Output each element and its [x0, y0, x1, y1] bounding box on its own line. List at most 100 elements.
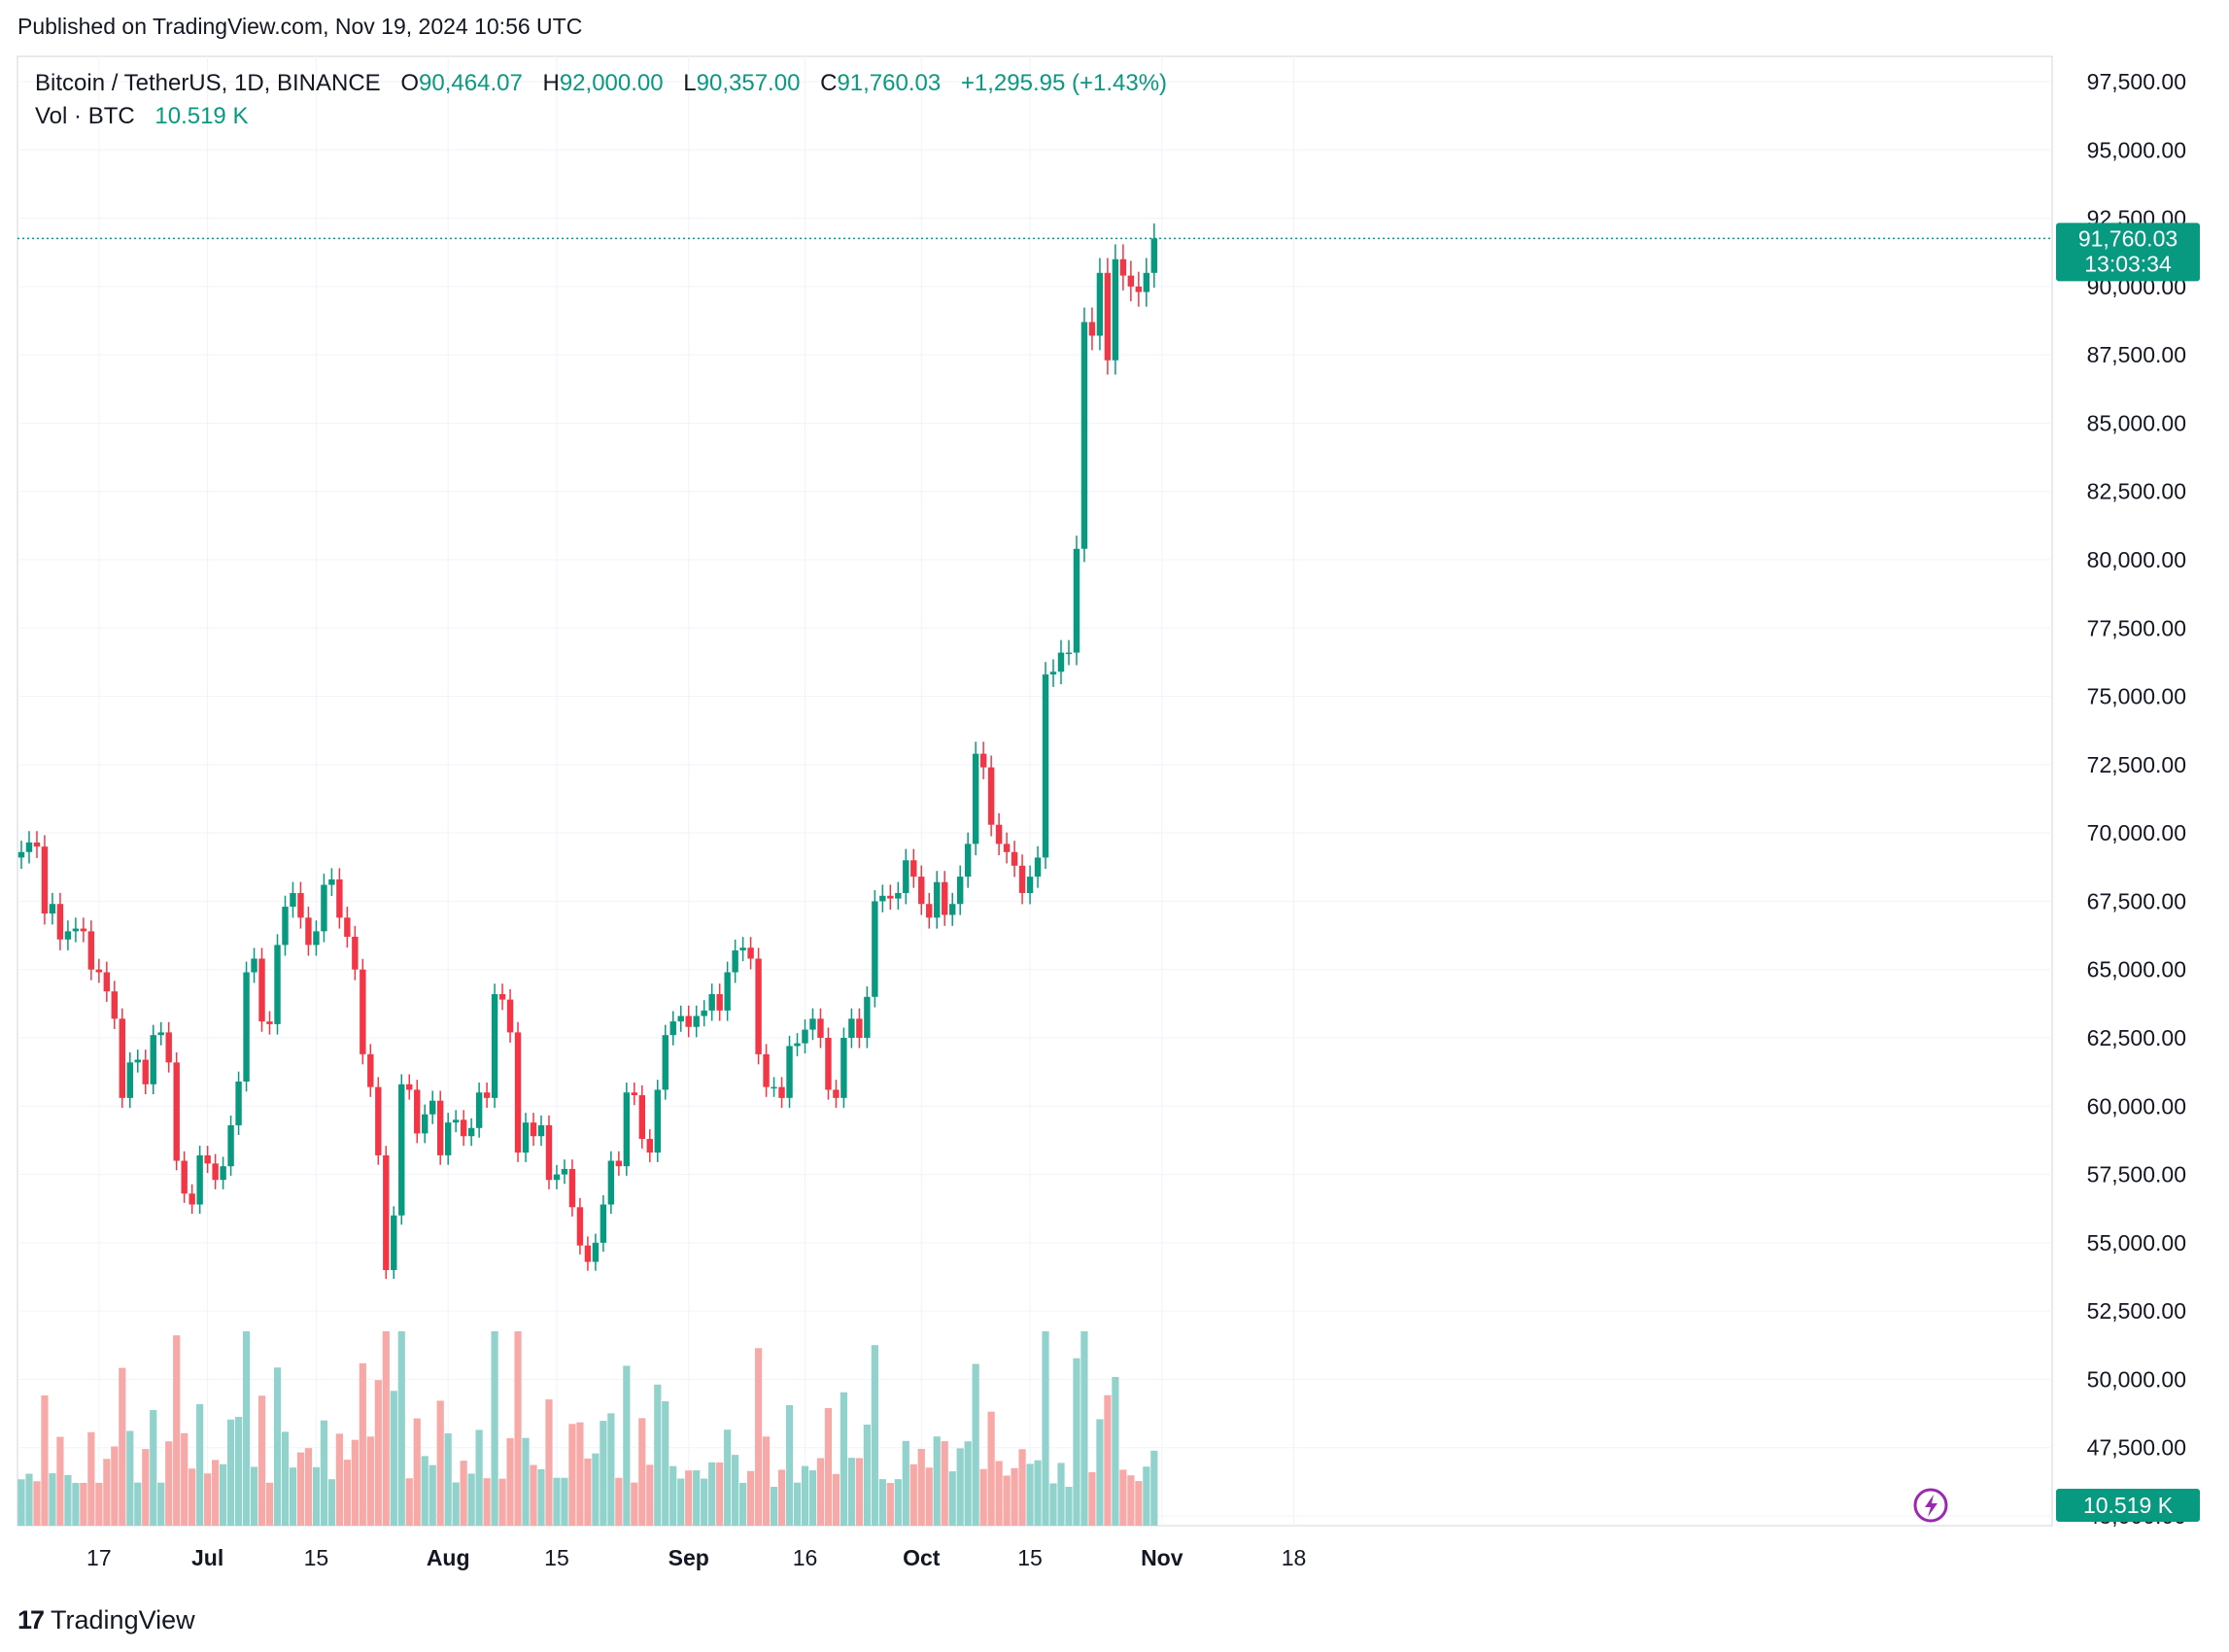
- candle-body: [817, 1018, 824, 1038]
- volume-bar: [72, 1482, 80, 1526]
- volume-bar: [142, 1449, 150, 1526]
- candle-body: [1104, 272, 1112, 361]
- candle-body: [196, 1154, 203, 1205]
- candle-body: [934, 881, 941, 918]
- volume-bar: [584, 1458, 592, 1526]
- candle-body: [755, 958, 762, 1054]
- volume-bar: [95, 1482, 103, 1526]
- candle-body: [794, 1043, 801, 1047]
- candle-body: [576, 1207, 584, 1246]
- volume-badge: [2056, 1489, 2200, 1522]
- volume-bar: [421, 1456, 429, 1526]
- candle-body: [887, 895, 894, 899]
- volume-bar: [840, 1392, 848, 1526]
- symbol-title[interactable]: Bitcoin / TetherUS, 1D, BINANCE: [35, 70, 381, 96]
- volume-bar: [212, 1460, 220, 1526]
- candle-body: [809, 1018, 816, 1030]
- volume-bar: [1104, 1394, 1112, 1526]
- volume-bar: [265, 1482, 274, 1526]
- y-tick-label: 85,000.00: [2087, 410, 2186, 435]
- volume-bar: [491, 1331, 498, 1526]
- volume-bar: [553, 1477, 561, 1526]
- candle-body: [360, 969, 366, 1054]
- volume-bar: [972, 1363, 979, 1526]
- volume-bar: [374, 1380, 382, 1526]
- candle-body: [251, 958, 257, 973]
- volume-bar: [1088, 1471, 1096, 1526]
- volume-bars: [17, 1331, 1158, 1526]
- volume-bar: [87, 1431, 95, 1526]
- candle-body: [693, 1015, 700, 1027]
- high-label: H: [542, 70, 560, 96]
- volume-bar: [312, 1466, 321, 1526]
- volume-bar: [1112, 1376, 1119, 1526]
- volume-bar: [956, 1448, 964, 1526]
- volume-bar: [1018, 1449, 1026, 1526]
- candle-body: [398, 1084, 405, 1216]
- volume-bar: [894, 1479, 902, 1526]
- candle-body: [17, 851, 25, 858]
- x-tick-label: 17: [86, 1545, 112, 1570]
- volume-bar: [320, 1420, 328, 1526]
- volume-bar: [801, 1465, 809, 1526]
- volume-bar: [444, 1433, 452, 1526]
- candle-body: [103, 972, 111, 992]
- candle-body: [949, 904, 956, 915]
- candle-body: [1150, 238, 1158, 273]
- volume-bar: [754, 1348, 763, 1526]
- volume-bar: [832, 1473, 840, 1526]
- volume-bar: [878, 1479, 886, 1526]
- volume-bar: [196, 1403, 204, 1526]
- candle-body: [592, 1242, 600, 1262]
- candle-body: [475, 1092, 483, 1128]
- chart-grid: [17, 55, 2053, 1527]
- lightning-icon: [1913, 1488, 1948, 1523]
- volume-bar: [793, 1482, 802, 1526]
- x-tick-label: 15: [544, 1545, 569, 1570]
- volume-bar: [762, 1436, 771, 1526]
- candle-body: [375, 1086, 382, 1155]
- candle-body: [1096, 272, 1104, 336]
- volume-bar: [429, 1464, 436, 1526]
- volume-bar: [1073, 1358, 1080, 1526]
- candle-body: [243, 972, 250, 1082]
- countdown-text: 13:03:34: [2084, 251, 2172, 276]
- plot-frame: [17, 55, 2053, 1527]
- volume-bar: [436, 1400, 444, 1526]
- volume-bar: [483, 1478, 491, 1526]
- volume-bar: [1080, 1331, 1088, 1526]
- volume-bar: [413, 1418, 421, 1526]
- candle-body: [879, 895, 886, 902]
- y-tick-label: 60,000.00: [2087, 1093, 2186, 1119]
- candle-body: [553, 1174, 561, 1181]
- volume-bar: [150, 1410, 157, 1526]
- candle-body: [964, 843, 972, 878]
- lightning-icon-bolt: [1925, 1495, 1938, 1517]
- volume-bar: [1003, 1475, 1011, 1526]
- candle-body: [739, 947, 746, 951]
- candle-body: [522, 1122, 530, 1153]
- volume-label[interactable]: Vol · BTC: [35, 103, 135, 129]
- volume-bar: [467, 1473, 475, 1526]
- x-tick-label: Sep: [669, 1545, 709, 1570]
- volume-bar: [56, 1436, 64, 1526]
- candle-body: [786, 1046, 793, 1098]
- volume-bar: [119, 1367, 126, 1526]
- y-tick-label: 87,500.00: [2087, 342, 2186, 367]
- volume-bar: [1135, 1481, 1143, 1526]
- y-tick-label: 75,000.00: [2087, 684, 2186, 709]
- candle-body: [391, 1215, 397, 1270]
- candle-body: [732, 950, 738, 973]
- footer-brand[interactable]: 17 TradingView: [17, 1605, 195, 1635]
- volume-bar: [49, 1473, 56, 1526]
- candle-body: [600, 1204, 607, 1243]
- volume-bar: [498, 1478, 506, 1526]
- candle-body: [80, 928, 87, 932]
- volume-bar: [995, 1461, 1003, 1526]
- candle-body: [414, 1089, 421, 1134]
- candle-body: [406, 1084, 413, 1090]
- volume-bar: [1011, 1467, 1018, 1526]
- volume-bar: [716, 1463, 724, 1526]
